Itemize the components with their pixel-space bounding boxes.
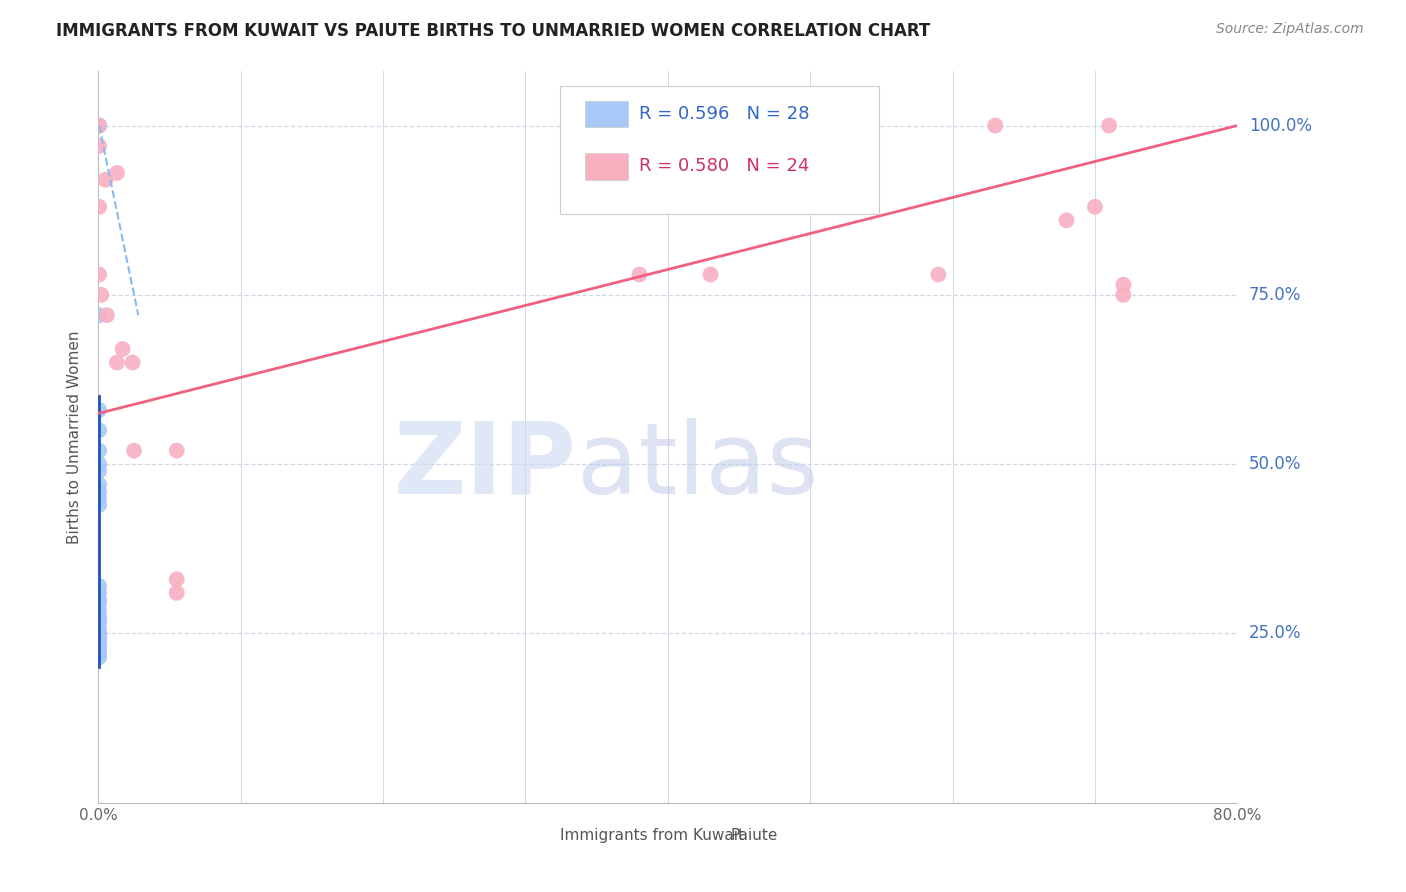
Point (89, 592, 111, 607)
Point (89, 403, 111, 417)
Point (166, 443, 188, 458)
FancyBboxPatch shape (585, 101, 628, 127)
Point (96, 308, 118, 322)
Text: Immigrants from Kuwait: Immigrants from Kuwait (560, 828, 744, 843)
Point (89, 200, 111, 214)
Point (89, 637, 111, 651)
Point (89, 623, 111, 637)
Point (166, 572, 188, 586)
Point (105, 166, 128, 180)
Point (122, 443, 145, 458)
Point (1098, 119, 1121, 133)
Point (628, 268, 651, 282)
FancyBboxPatch shape (585, 153, 628, 179)
Point (111, 342, 134, 356)
Point (1112, 277, 1135, 292)
Point (89, 457, 111, 471)
Point (94, 172, 117, 186)
Text: 100.0%: 100.0% (1249, 117, 1312, 135)
Point (89, 647, 111, 661)
Point (89, 596, 111, 610)
Text: Paiute: Paiute (731, 828, 778, 843)
Point (984, 119, 1007, 133)
Point (89, 633, 111, 648)
Point (89, 626, 111, 640)
Point (89, 586, 111, 600)
Point (89, 650, 111, 665)
Point (1084, 200, 1107, 214)
Point (1056, 213, 1078, 227)
Point (90, 288, 112, 302)
Text: ZIP: ZIP (394, 417, 576, 515)
Point (89, 119, 111, 133)
Point (166, 586, 188, 600)
FancyBboxPatch shape (529, 829, 551, 843)
Point (89, 477, 111, 491)
FancyBboxPatch shape (560, 86, 879, 214)
Point (89, 609, 111, 624)
Point (89, 498, 111, 512)
Text: IMMIGRANTS FROM KUWAIT VS PAIUTE BIRTHS TO UNMARRIED WOMEN CORRELATION CHART: IMMIGRANTS FROM KUWAIT VS PAIUTE BIRTHS … (56, 22, 931, 40)
Point (699, 268, 721, 282)
Point (89, 139, 111, 153)
Text: R = 0.580   N = 24: R = 0.580 N = 24 (640, 158, 810, 176)
Point (89, 423, 111, 437)
Point (89, 616, 111, 631)
Point (89, 308, 111, 322)
Text: R = 0.596   N = 28: R = 0.596 N = 28 (640, 104, 810, 123)
Point (89, 491, 111, 505)
Point (927, 268, 949, 282)
Text: 50.0%: 50.0% (1249, 455, 1301, 473)
FancyBboxPatch shape (700, 829, 723, 843)
Point (89, 443, 111, 458)
Point (89, 613, 111, 627)
Point (105, 355, 128, 369)
Point (89, 630, 111, 644)
Point (1112, 288, 1135, 302)
Point (89, 640, 111, 654)
Text: 75.0%: 75.0% (1249, 285, 1301, 304)
Point (89, 268, 111, 282)
Point (89, 603, 111, 617)
Point (89, 579, 111, 593)
Point (89, 119, 111, 133)
Text: Source: ZipAtlas.com: Source: ZipAtlas.com (1216, 22, 1364, 37)
Point (121, 355, 143, 369)
Y-axis label: Births to Unmarried Women: Births to Unmarried Women (67, 330, 83, 544)
Text: atlas: atlas (576, 417, 818, 515)
Point (89, 643, 111, 657)
Text: 25.0%: 25.0% (1249, 624, 1301, 642)
Point (89, 484, 111, 499)
Point (89, 464, 111, 478)
